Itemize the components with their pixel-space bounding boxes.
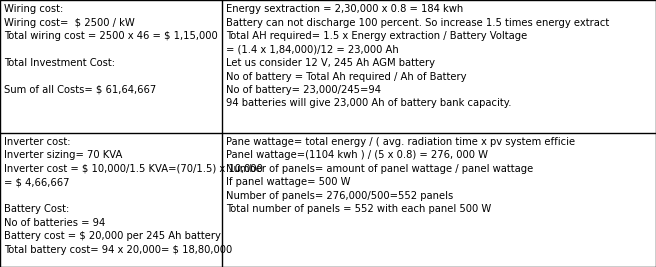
Text: Inverter cost:: Inverter cost: <box>4 137 70 147</box>
Text: Sum of all Costs= $ 61,64,667: Sum of all Costs= $ 61,64,667 <box>4 85 156 95</box>
Text: Wiring cost:: Wiring cost: <box>4 4 63 14</box>
Text: Number of panels= 276,000/500=552 panels: Number of panels= 276,000/500=552 panels <box>226 191 453 201</box>
Text: Total number of panels = 552 with each panel 500 W: Total number of panels = 552 with each p… <box>226 204 491 214</box>
Text: Number of panels= amount of panel wattage / panel wattage: Number of panels= amount of panel wattag… <box>226 164 533 174</box>
Text: Total Investment Cost:: Total Investment Cost: <box>4 58 115 68</box>
Text: Total AH required= 1.5 x Energy extraction / Battery Voltage: Total AH required= 1.5 x Energy extracti… <box>226 31 527 41</box>
Text: Pane wattage= total energy / ( avg. radiation time x pv system efficie: Pane wattage= total energy / ( avg. radi… <box>226 137 575 147</box>
Text: Battery Cost:: Battery Cost: <box>4 204 70 214</box>
Text: = $ 4,66,667: = $ 4,66,667 <box>4 177 70 187</box>
Text: Panel wattage=(1104 kwh ) / (5 x 0.8) = 276, 000 W: Panel wattage=(1104 kwh ) / (5 x 0.8) = … <box>226 150 487 160</box>
Text: Wiring cost=  $ 2500 / kW: Wiring cost= $ 2500 / kW <box>4 18 134 28</box>
Text: Let us consider 12 V, 245 Ah AGM battery: Let us consider 12 V, 245 Ah AGM battery <box>226 58 435 68</box>
Text: = (1.4 x 1,84,000)/12 = 23,000 Ah: = (1.4 x 1,84,000)/12 = 23,000 Ah <box>226 45 398 54</box>
Text: Total battery cost= 94 x 20,000= $ 18,80,000: Total battery cost= 94 x 20,000= $ 18,80… <box>4 245 232 255</box>
Text: No of battery = Total Ah required / Ah of Battery: No of battery = Total Ah required / Ah o… <box>226 72 466 81</box>
Text: Total wiring cost = 2500 x 46 = $ 1,15,000: Total wiring cost = 2500 x 46 = $ 1,15,0… <box>4 31 218 41</box>
Text: Battery can not discharge 100 percent. So increase 1.5 times energy extract: Battery can not discharge 100 percent. S… <box>226 18 609 28</box>
Text: If panel wattage= 500 W: If panel wattage= 500 W <box>226 177 350 187</box>
Text: 94 batteries will give 23,000 Ah of battery bank capacity.: 94 batteries will give 23,000 Ah of batt… <box>226 99 511 108</box>
Text: No of batteries = 94: No of batteries = 94 <box>4 218 105 228</box>
Text: No of battery= 23,000/245=94: No of battery= 23,000/245=94 <box>226 85 380 95</box>
Text: Energy sextraction = 2,30,000 x 0.8 = 184 kwh: Energy sextraction = 2,30,000 x 0.8 = 18… <box>226 4 463 14</box>
Text: Inverter cost = $ 10,000/1.5 KVA=(70/1.5) x 10,000: Inverter cost = $ 10,000/1.5 KVA=(70/1.5… <box>4 164 263 174</box>
Text: Inverter sizing= 70 KVA: Inverter sizing= 70 KVA <box>4 150 123 160</box>
Text: Battery cost = $ 20,000 per 245 Ah battery: Battery cost = $ 20,000 per 245 Ah batte… <box>4 231 221 241</box>
